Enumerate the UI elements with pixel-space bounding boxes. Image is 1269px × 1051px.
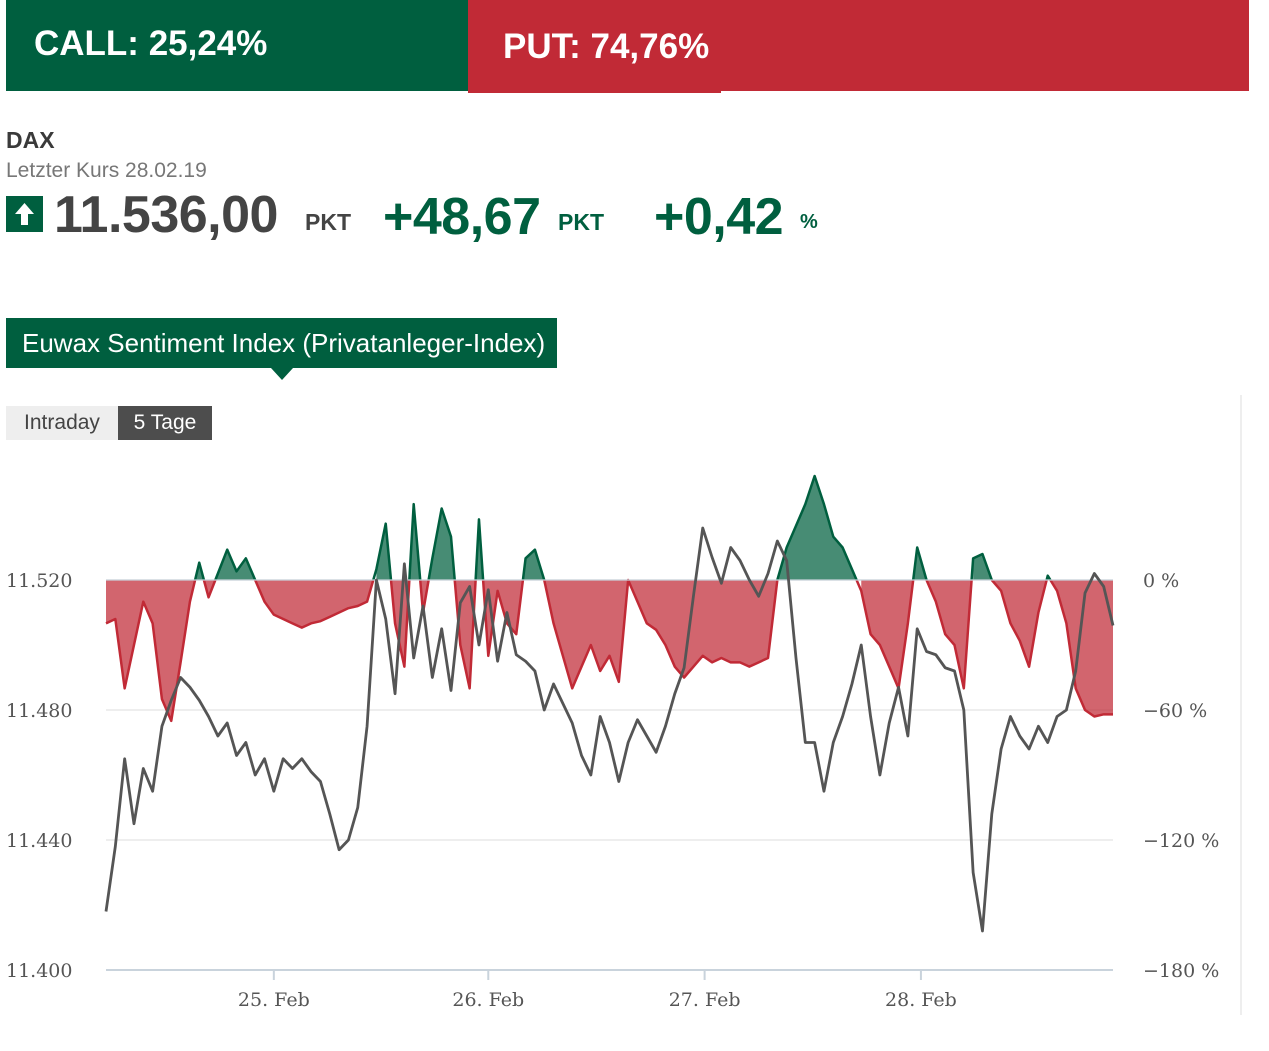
call-share: CALL: 25,24% (6, 0, 468, 91)
percent-unit: % (800, 211, 818, 233)
change-unit: PKT (558, 209, 604, 235)
dax-price-line (104, 526, 1115, 933)
x-tick-label: 27. Feb (669, 989, 741, 1011)
range-tab-intraday[interactable]: Intraday (6, 406, 118, 440)
y-left-tick-label: 11.400 (6, 960, 72, 982)
price-change: +48,67 (383, 188, 541, 246)
percent-change: +0,42 (654, 188, 784, 246)
sentiment-positive-line (193, 474, 1052, 581)
instrument-name: DAX (6, 127, 55, 153)
x-tick-label: 25. Feb (238, 989, 310, 1011)
last-price: 11.536,00 (54, 186, 278, 244)
y-left-tick-label: 11.520 (6, 570, 72, 592)
arrow-up-icon (6, 196, 43, 232)
tab-pointer (271, 368, 293, 380)
last-price-date: Letzter Kurs 28.02.19 (6, 159, 207, 182)
x-tick-label: 28. Feb (885, 989, 957, 1011)
sentiment-positive-area (195, 476, 1051, 580)
call-put-ratio-bar: CALL: 25,24% PUT: 74,76% (6, 0, 1249, 93)
y-right-tick-label: −180 % (1143, 960, 1219, 982)
put-share: PUT: 74,76% (468, 0, 1249, 93)
y-right-tick-label: 0 % (1143, 570, 1179, 592)
range-tab-5-tage[interactable]: 5 Tage (118, 406, 212, 440)
section-tab-sentiment[interactable]: Euwax Sentiment Index (Privatanleger-Ind… (6, 318, 557, 368)
price-unit: PKT (305, 209, 351, 235)
put-label: PUT: 74,76% (503, 27, 710, 66)
y-right-tick-label: −60 % (1143, 700, 1207, 722)
section-title: Euwax Sentiment Index (Privatanleger-Ind… (22, 328, 546, 358)
y-left-tick-label: 11.440 (6, 830, 72, 852)
x-tick-label: 26. Feb (452, 989, 524, 1011)
sentiment-chart: 11.400 −180 % 11.440 −120 % 11.480 −60 % 11.52… (0, 390, 1269, 1051)
y-left-tick-label: 11.480 (6, 700, 72, 722)
y-right-tick-label: −120 % (1143, 830, 1219, 852)
chart-canvas: 11.400 −180 % 11.440 −120 % 11.480 −60 % 11.52… (6, 395, 1242, 1015)
put-tab-edge (468, 88, 721, 93)
call-label: CALL: 25,24% (34, 24, 268, 63)
sentiment-negative-area (106, 580, 1113, 721)
